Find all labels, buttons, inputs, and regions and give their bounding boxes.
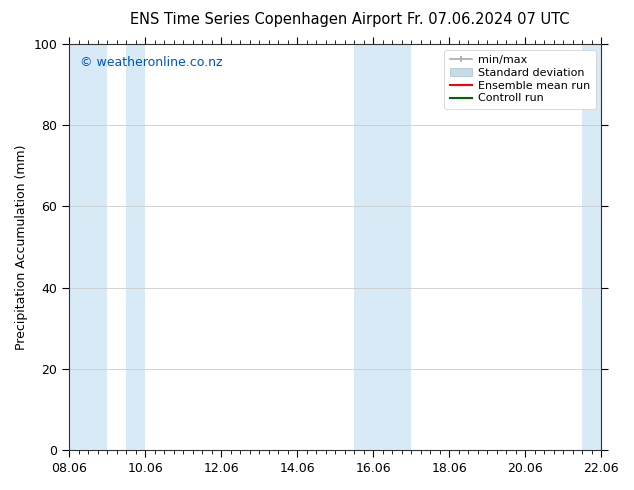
Legend: min/max, Standard deviation, Ensemble mean run, Controll run: min/max, Standard deviation, Ensemble me… <box>444 49 595 109</box>
Y-axis label: Precipitation Accumulation (mm): Precipitation Accumulation (mm) <box>15 145 28 350</box>
Text: © weatheronline.co.nz: © weatheronline.co.nz <box>80 56 223 69</box>
Bar <box>69 44 107 450</box>
Bar <box>354 44 411 450</box>
Text: ENS Time Series Copenhagen Airport: ENS Time Series Copenhagen Airport <box>130 12 403 27</box>
Text: Fr. 07.06.2024 07 UTC: Fr. 07.06.2024 07 UTC <box>407 12 569 27</box>
Bar <box>126 44 145 450</box>
Bar <box>582 44 601 450</box>
